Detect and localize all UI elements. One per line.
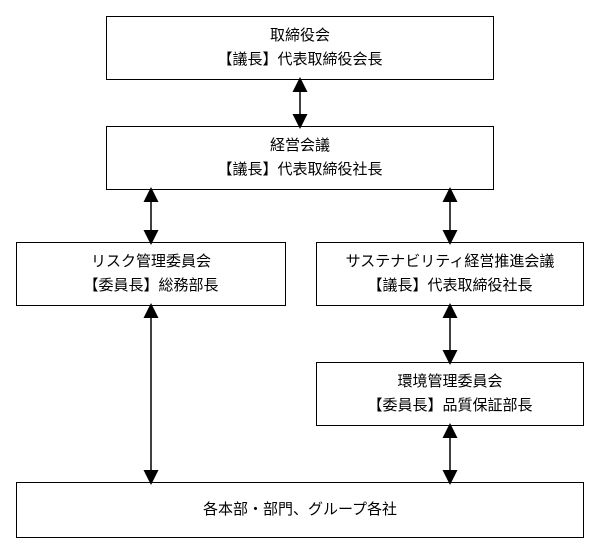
node-risk: リスク管理委員会 【委員長】総務部長 (16, 242, 286, 306)
node-board: 取締役会 【議長】代表取締役会長 (106, 16, 494, 80)
node-risk-subtitle: 【委員長】総務部長 (83, 274, 218, 298)
node-env: 環境管理委員会 【委員長】品質保証部長 (316, 362, 584, 426)
node-sustain-title: サステナビリティ経営推進会議 (346, 250, 555, 274)
node-bottom: 各本部・部門、グループ各社 (16, 482, 584, 538)
node-mgmt-title: 経営会議 (270, 134, 330, 158)
node-sustain: サステナビリティ経営推進会議 【議長】代表取締役社長 (316, 242, 584, 306)
node-board-subtitle: 【議長】代表取締役会長 (217, 48, 382, 72)
node-board-title: 取締役会 (270, 24, 330, 48)
node-mgmt: 経営会議 【議長】代表取締役社長 (106, 126, 494, 190)
node-risk-title: リスク管理委員会 (91, 250, 211, 274)
node-sustain-subtitle: 【議長】代表取締役社長 (367, 274, 532, 298)
node-env-subtitle: 【委員長】品質保証部長 (367, 394, 532, 418)
node-mgmt-subtitle: 【議長】代表取締役社長 (217, 158, 382, 182)
node-bottom-title: 各本部・部門、グループ各社 (203, 498, 397, 522)
node-env-title: 環境管理委員会 (397, 370, 502, 394)
